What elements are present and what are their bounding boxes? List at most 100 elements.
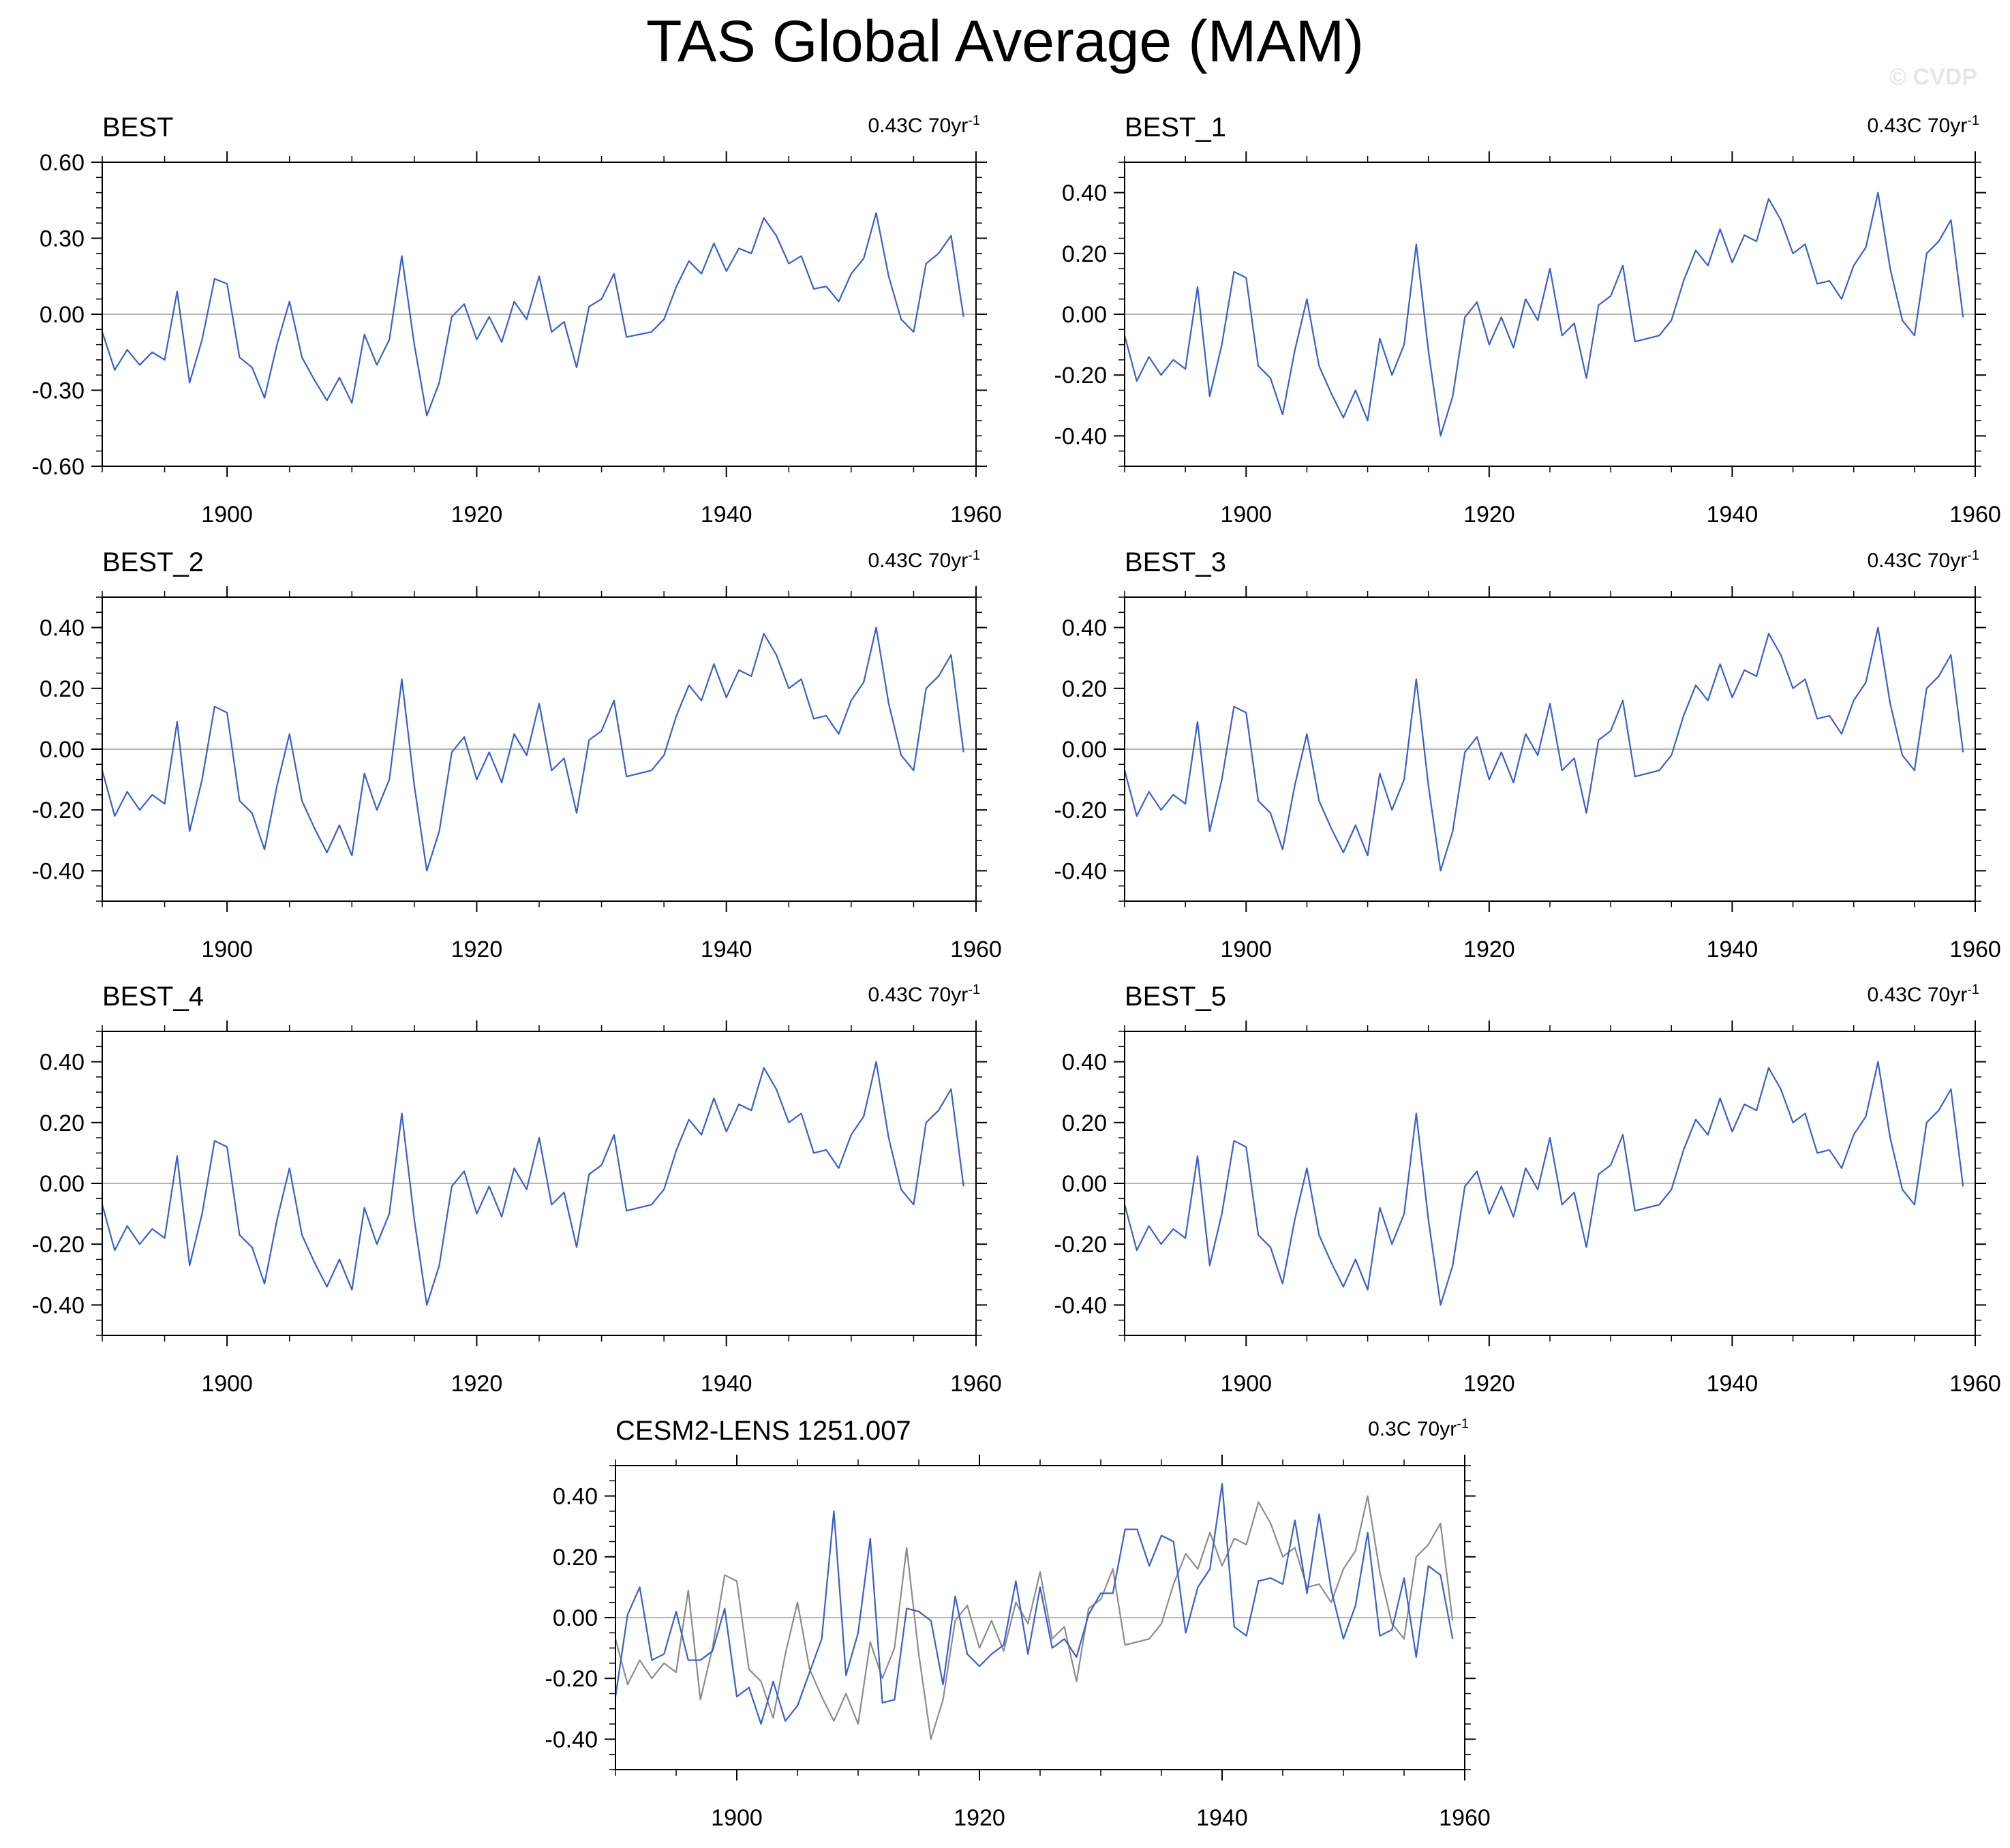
trend-exponent: -1 (968, 113, 980, 128)
y-tick-label: 0.40 (1062, 1050, 1107, 1076)
chart-panel-5: 0.40 0.20 0.00 -0.20 -0.40 1900 1920 1940 1960 BE… (32, 982, 1002, 1397)
x-tick-label: 1920 (451, 937, 503, 963)
x-tick-label: 1960 (1949, 937, 2001, 963)
y-tick-label: 0.20 (553, 1545, 598, 1571)
chart-panel-6: 0.40 0.20 0.00 -0.20 -0.40 1900 1920 1940 1960 BE… (1054, 982, 2001, 1397)
y-tick-label: 0.00 (553, 1605, 598, 1631)
chart-panel-1: 0.60 0.30 0.00 -0.30 -0.60 1900 1920 1940 1960 BE… (32, 112, 1002, 528)
series-line-1 (101, 1061, 964, 1306)
panel-title: BEST_1 (1125, 112, 1226, 142)
x-tick-label: 1960 (1949, 502, 2001, 528)
x-tick-label: 1900 (1220, 1371, 1272, 1397)
x-tick-label: 1960 (1949, 1371, 2001, 1397)
x-tick-label: 1940 (701, 1371, 752, 1397)
x-tick-label: 1920 (451, 1371, 503, 1397)
panel-title: BEST_2 (102, 547, 204, 577)
y-tick-label: 0.00 (40, 302, 85, 328)
x-tick-label: 1900 (1220, 937, 1272, 963)
trend-label: 0.43C 70yr-1 (868, 548, 980, 572)
trend-exponent: -1 (1967, 113, 1979, 128)
y-tick-label: 0.20 (40, 676, 85, 702)
plot-frame (102, 1031, 977, 1336)
series-line-1 (1123, 1061, 1964, 1306)
trend-label: 0.43C 70yr-1 (868, 982, 980, 1006)
series-line-2 (614, 1483, 1454, 1725)
chart-panel-3: 0.40 0.20 0.00 -0.20 -0.40 1900 1920 1940 1960 BE… (32, 547, 1002, 963)
x-tick-label: 1940 (1707, 502, 1758, 528)
x-tick-label: 1960 (950, 1371, 1002, 1397)
y-tick-label: -0.40 (32, 1292, 85, 1318)
x-tick-label: 1900 (201, 502, 253, 528)
y-tick-label: -0.60 (32, 454, 85, 480)
trend-label: 0.43C 70yr-1 (868, 113, 980, 137)
y-tick-label: -0.40 (1054, 423, 1108, 449)
x-tick-label: 1940 (701, 502, 752, 528)
y-tick-label: 0.60 (40, 150, 85, 176)
y-tick-label: 0.00 (1062, 737, 1107, 763)
x-tick-label: 1960 (950, 937, 1002, 963)
x-tick-label: 1900 (711, 1805, 763, 1831)
figure-title: TAS Global Average (MAM) (645, 9, 1365, 74)
y-tick-label: 0.20 (1062, 1110, 1107, 1136)
x-tick-label: 1940 (1707, 937, 1758, 963)
x-tick-label: 1940 (1707, 1371, 1758, 1397)
y-tick-label: 0.40 (553, 1484, 598, 1510)
x-tick-label: 1960 (950, 502, 1002, 528)
plot-frame (1124, 162, 1976, 467)
y-tick-label: -0.40 (1054, 1292, 1108, 1318)
plot-frame (615, 1465, 1465, 1770)
y-tick-label: -0.20 (1054, 1232, 1108, 1258)
y-tick-label: 0.20 (1062, 241, 1107, 267)
y-tick-label: -0.20 (545, 1666, 598, 1692)
y-tick-label: 0.00 (1062, 302, 1107, 328)
plot-frame (102, 596, 977, 902)
panel-title: BEST_3 (1125, 547, 1226, 577)
trend-exponent: -1 (1967, 548, 1979, 563)
trend-exponent: -1 (968, 548, 980, 563)
trend-label: 0.43C 70yr-1 (1867, 982, 1979, 1006)
chart-panel-2: 0.40 0.20 0.00 -0.20 -0.40 1900 1920 1940 1960 BE… (1054, 112, 2001, 528)
panel-title: BEST_4 (102, 982, 204, 1012)
y-tick-label: -0.40 (1054, 858, 1108, 884)
plot-frame (102, 162, 977, 467)
y-tick-label: -0.20 (32, 798, 85, 823)
series-line-1 (101, 626, 964, 872)
trend-exponent: -1 (1967, 982, 1979, 997)
trend-exponent: -1 (1457, 1417, 1469, 1432)
y-tick-label: 0.00 (1062, 1171, 1107, 1197)
y-tick-label: 0.40 (40, 616, 85, 641)
y-tick-label: 0.00 (40, 1171, 85, 1197)
y-tick-label: -0.40 (32, 858, 85, 884)
trend-label: 0.43C 70yr-1 (1867, 548, 1979, 572)
plot-frame (1124, 1031, 1976, 1336)
series-line-1 (1123, 626, 1964, 872)
y-tick-label: -0.20 (1054, 363, 1108, 389)
panel-title: BEST (102, 112, 173, 142)
series-line-1 (614, 1495, 1454, 1740)
panel-title: CESM2-LENS 1251.007 (615, 1416, 911, 1446)
x-tick-label: 1940 (701, 937, 752, 963)
y-tick-label: 0.40 (1062, 616, 1107, 641)
x-tick-label: 1920 (1463, 1371, 1515, 1397)
x-tick-label: 1900 (201, 937, 253, 963)
y-tick-label: -0.40 (545, 1727, 598, 1753)
x-tick-label: 1920 (1463, 937, 1515, 963)
y-tick-label: 0.00 (40, 737, 85, 763)
panel-title: BEST_5 (1125, 982, 1226, 1012)
y-tick-label: 0.20 (1062, 676, 1107, 702)
trend-label: 0.3C 70yr-1 (1368, 1417, 1469, 1440)
x-tick-label: 1900 (1220, 502, 1272, 528)
trend-exponent: -1 (968, 982, 980, 997)
series-line-1 (1123, 192, 1964, 437)
x-tick-label: 1920 (1463, 502, 1515, 528)
y-tick-label: 0.40 (1062, 181, 1107, 207)
plot-frame (1124, 596, 1976, 902)
x-tick-label: 1940 (1196, 1805, 1248, 1831)
x-tick-label: 1900 (201, 1371, 253, 1397)
series-line-1 (101, 212, 964, 416)
y-tick-label: 0.30 (40, 226, 85, 252)
trend-label: 0.43C 70yr-1 (1867, 113, 1979, 137)
chart-panel-7: 0.40 0.20 0.00 -0.20 -0.40 1900 1920 1940 1960 CE… (545, 1416, 1491, 1831)
x-tick-label: 1920 (954, 1805, 1005, 1831)
